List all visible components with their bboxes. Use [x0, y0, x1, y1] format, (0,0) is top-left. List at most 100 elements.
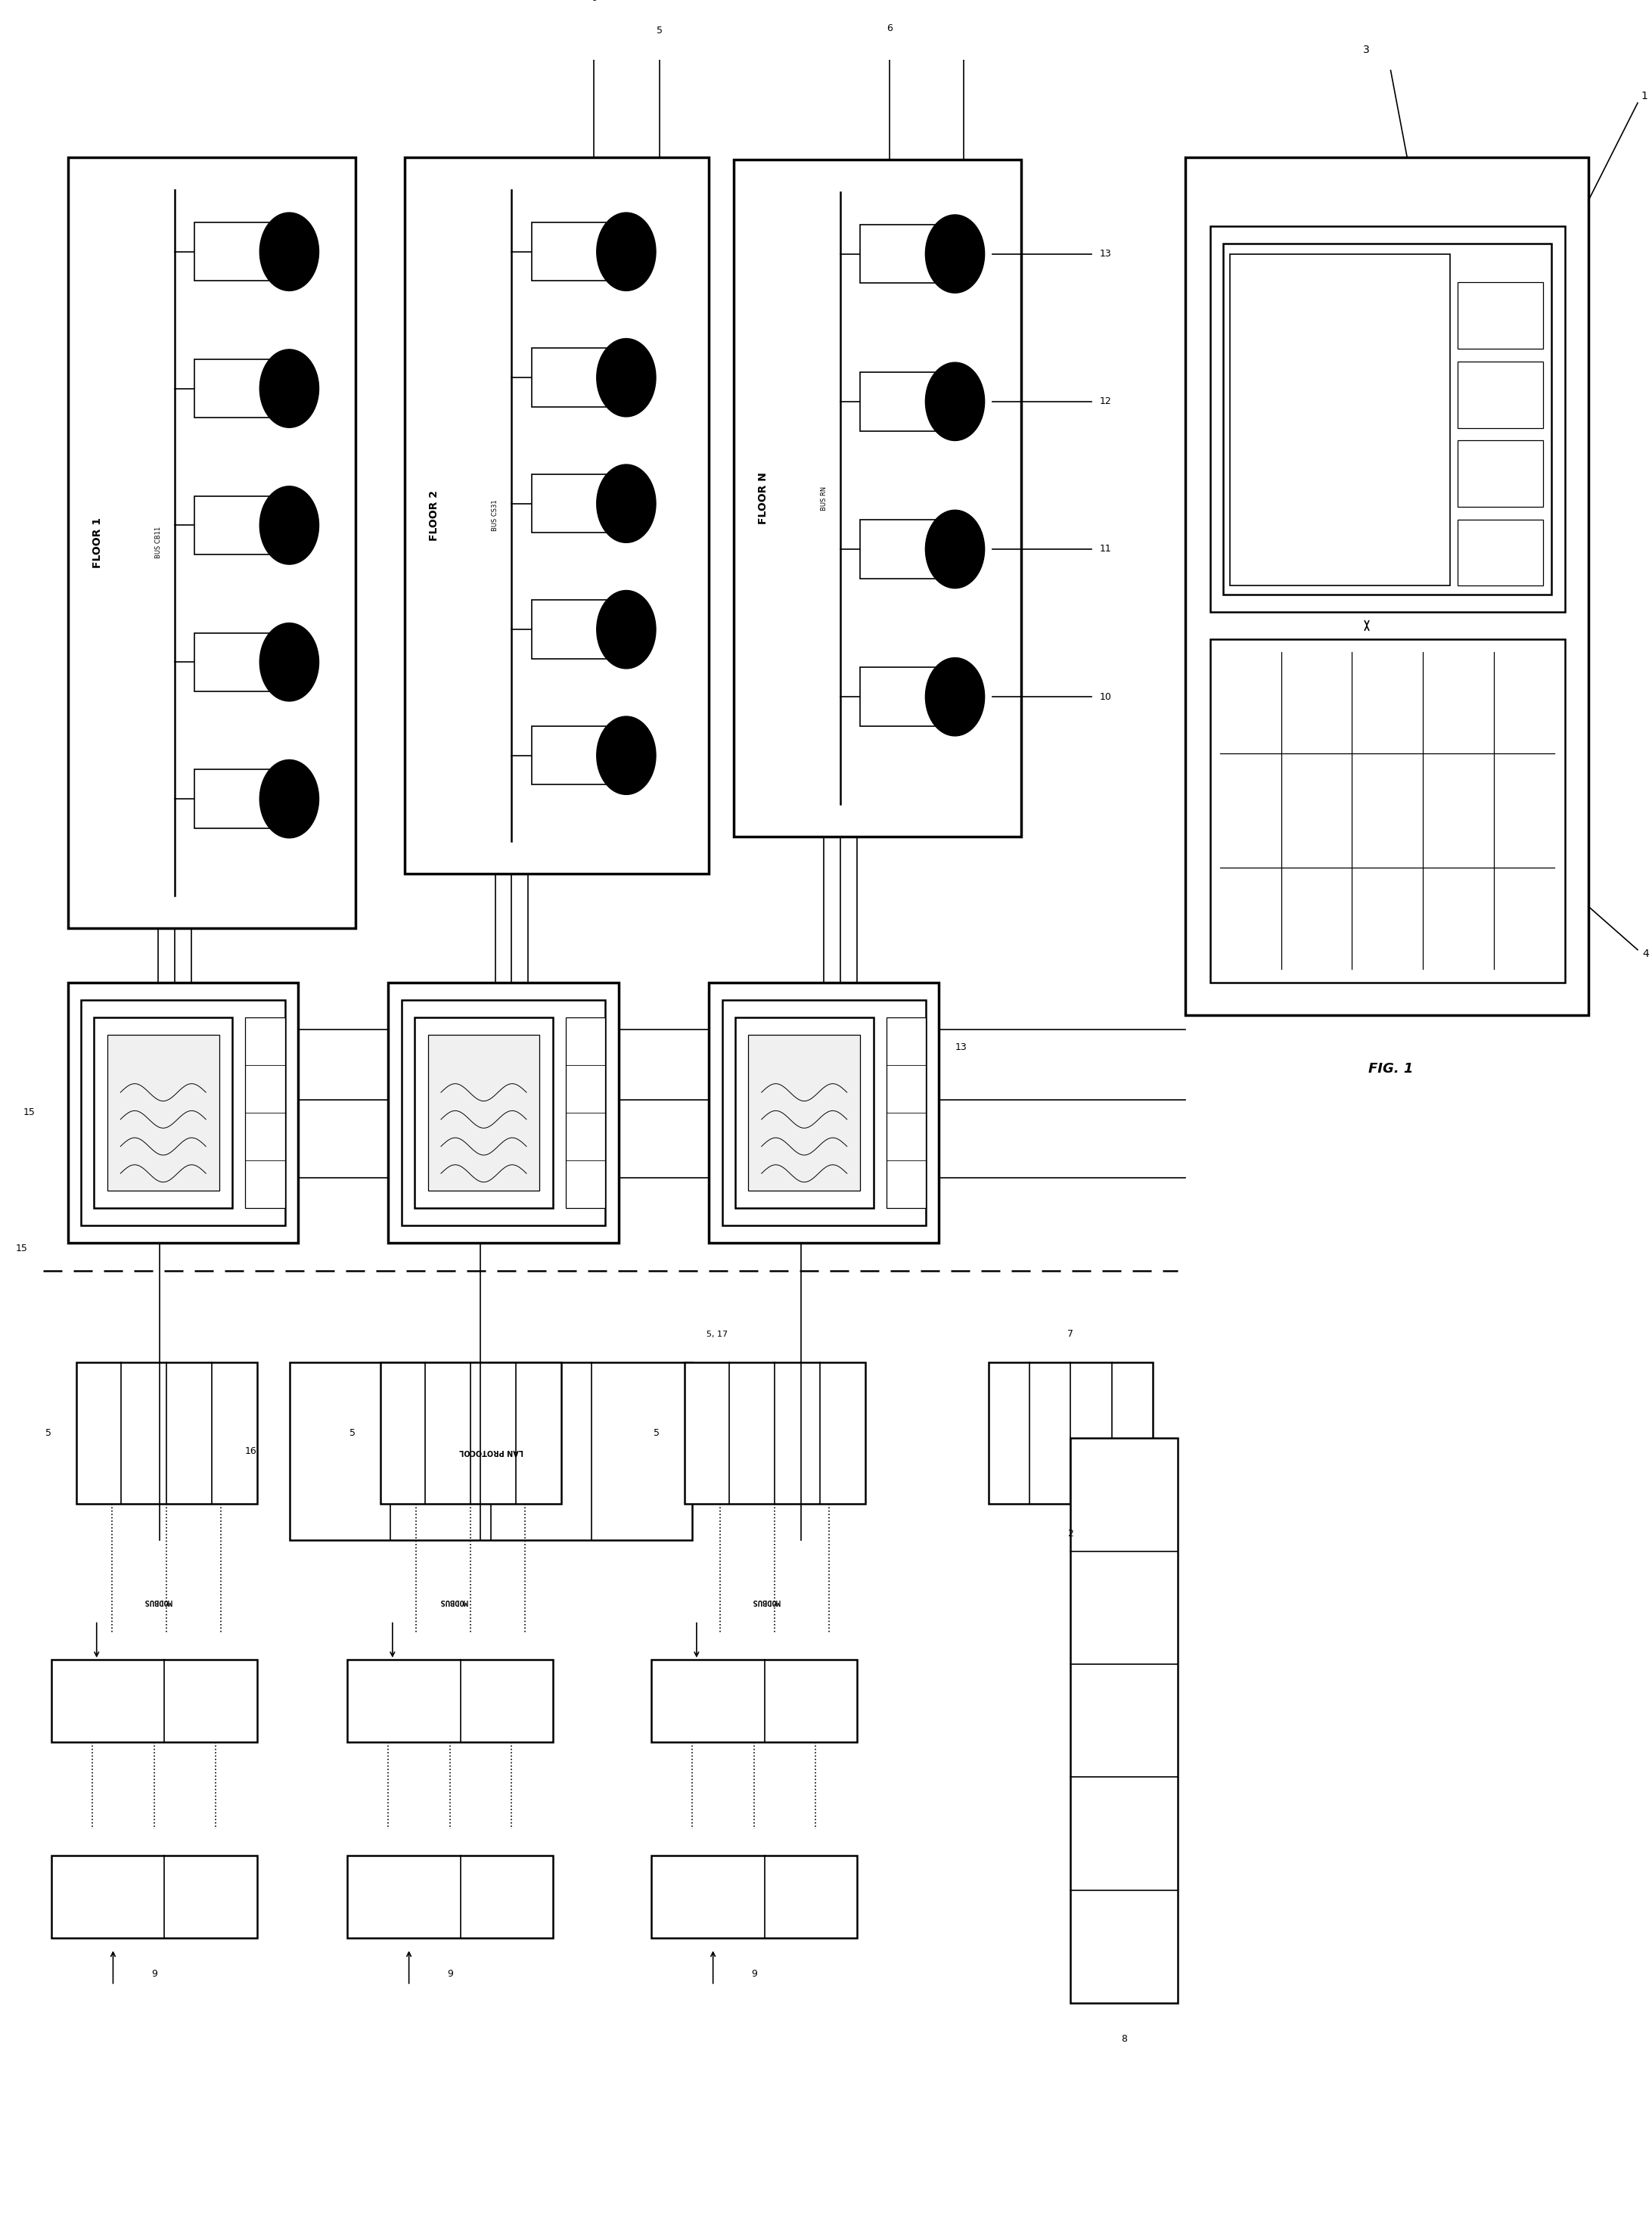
Text: 15: 15	[17, 1244, 28, 1253]
Circle shape	[596, 590, 656, 668]
Bar	[733, 159, 1021, 837]
Text: 5: 5	[45, 1427, 51, 1438]
Bar	[988, 1362, 1153, 1503]
Bar	[107, 1034, 220, 1190]
Bar	[68, 156, 355, 929]
Text: BUS CS31: BUS CS31	[492, 500, 499, 531]
Bar	[401, 1000, 605, 1226]
Bar	[289, 1362, 692, 1541]
Bar	[532, 223, 606, 281]
Bar	[887, 1016, 925, 1208]
Bar	[81, 1000, 284, 1226]
Text: 3: 3	[1363, 45, 1370, 56]
Text: 4: 4	[1642, 949, 1649, 960]
Circle shape	[596, 717, 656, 795]
Bar	[68, 983, 297, 1244]
Circle shape	[259, 623, 319, 701]
Bar	[722, 1000, 925, 1226]
Bar	[651, 1856, 857, 1938]
Text: 15: 15	[23, 1108, 35, 1116]
Bar	[347, 1856, 553, 1938]
Text: 7: 7	[1067, 1329, 1074, 1338]
Text: 1: 1	[1640, 92, 1647, 103]
Text: MODBUS: MODBUS	[439, 1597, 468, 1606]
Bar	[1070, 1438, 1178, 2003]
Text: 9: 9	[152, 1970, 157, 1978]
Text: 10: 10	[1100, 692, 1112, 701]
Text: 9: 9	[752, 1970, 757, 1978]
Text: 5: 5	[654, 1427, 659, 1438]
Bar	[861, 373, 935, 431]
Circle shape	[259, 212, 319, 290]
Bar	[388, 983, 618, 1244]
Circle shape	[259, 487, 319, 565]
Bar	[861, 226, 935, 284]
Text: FLOOR N: FLOOR N	[758, 471, 768, 525]
Text: 2: 2	[1067, 1530, 1074, 1539]
Bar	[567, 1016, 605, 1208]
Bar	[51, 1856, 256, 1938]
Bar	[380, 1362, 562, 1503]
Bar	[1211, 639, 1564, 983]
Bar	[246, 1016, 284, 1208]
Bar	[709, 983, 938, 1244]
Bar	[1459, 362, 1543, 429]
Bar	[405, 156, 709, 873]
Bar	[195, 632, 269, 692]
Bar	[532, 726, 606, 784]
Bar	[195, 496, 269, 554]
Bar	[195, 770, 269, 828]
Circle shape	[925, 214, 985, 293]
Bar	[347, 1659, 553, 1742]
Text: 5: 5	[350, 1427, 355, 1438]
Bar	[1231, 255, 1450, 585]
Bar	[428, 1034, 540, 1190]
Circle shape	[925, 362, 985, 440]
Text: 5: 5	[656, 27, 662, 36]
Bar	[735, 1016, 874, 1208]
Text: 6: 6	[591, 0, 596, 2]
Circle shape	[925, 509, 985, 587]
Bar	[195, 360, 269, 418]
Circle shape	[596, 212, 656, 290]
Circle shape	[259, 348, 319, 427]
Text: 12: 12	[1100, 397, 1112, 406]
Bar	[1224, 243, 1551, 594]
Text: LAN PROTOCOL: LAN PROTOCOL	[459, 1447, 524, 1456]
Bar	[861, 668, 935, 726]
Circle shape	[596, 339, 656, 418]
Circle shape	[596, 464, 656, 543]
Text: 16: 16	[244, 1447, 256, 1456]
Bar	[94, 1016, 233, 1208]
Bar	[1459, 284, 1543, 348]
Bar	[684, 1362, 866, 1503]
Bar	[1459, 440, 1543, 507]
Bar	[748, 1034, 861, 1190]
Text: 13: 13	[955, 1043, 968, 1052]
Bar	[195, 223, 269, 281]
Text: FIG. 1: FIG. 1	[1368, 1063, 1414, 1076]
Text: MODBUS: MODBUS	[752, 1597, 781, 1606]
Bar	[532, 473, 606, 534]
Text: 6: 6	[887, 25, 892, 33]
Bar	[1211, 226, 1564, 612]
Text: 13: 13	[1100, 248, 1112, 259]
Bar	[76, 1362, 256, 1503]
Bar	[51, 1659, 256, 1742]
Text: FLOOR 1: FLOOR 1	[93, 518, 102, 567]
Bar	[651, 1659, 857, 1742]
Bar	[415, 1016, 553, 1208]
Bar	[532, 601, 606, 659]
Bar	[1186, 156, 1588, 1016]
Circle shape	[259, 759, 319, 837]
Text: 5, 17: 5, 17	[707, 1331, 729, 1338]
Text: 8: 8	[1122, 2034, 1127, 2043]
Text: BUS CB11: BUS CB11	[155, 527, 162, 558]
Bar	[1459, 520, 1543, 585]
Text: BUS RN: BUS RN	[821, 487, 828, 511]
Bar	[532, 348, 606, 406]
Circle shape	[925, 659, 985, 737]
Text: 9: 9	[448, 1970, 453, 1978]
Bar	[861, 520, 935, 578]
Text: FLOOR 2: FLOOR 2	[430, 491, 439, 540]
